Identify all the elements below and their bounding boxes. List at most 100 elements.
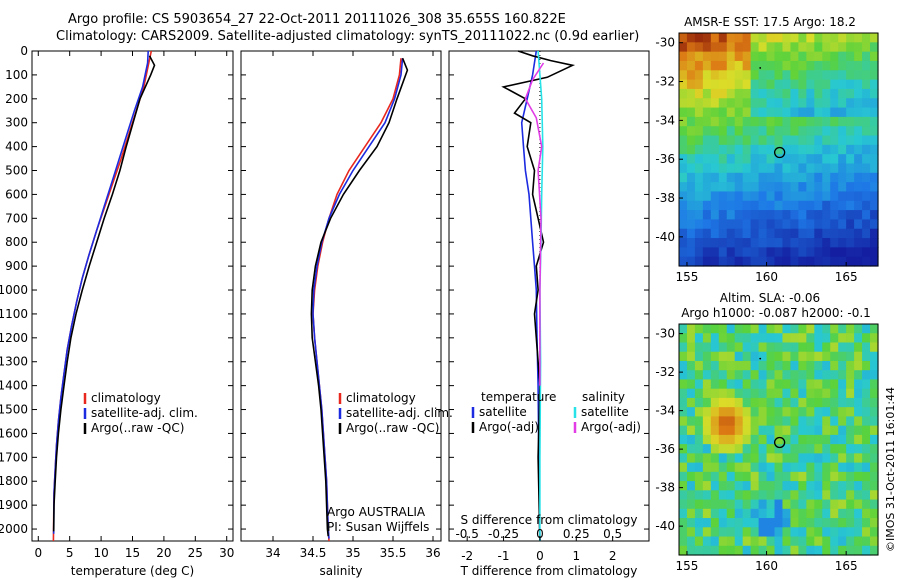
sla_map-cell xyxy=(774,462,784,473)
sst_map-cell xyxy=(822,200,831,211)
sla_map-cell xyxy=(686,342,696,353)
sst_map-cell xyxy=(854,163,863,174)
sla_map-cell xyxy=(790,536,799,547)
sla_map-cell xyxy=(814,453,823,464)
sla_map-cell xyxy=(862,360,871,371)
sla_map-cell xyxy=(774,471,784,482)
sla_map-cell xyxy=(718,508,728,519)
sst_map-cell xyxy=(679,191,688,202)
sla_map-cell xyxy=(702,360,712,371)
sst_map-cell xyxy=(782,191,792,202)
sst_map-cell xyxy=(742,191,752,202)
sst_map-cell xyxy=(686,163,696,174)
sla_map-cell xyxy=(694,481,704,491)
depth-tick-label: 1700 xyxy=(0,450,28,464)
sst_map-cell xyxy=(679,79,688,90)
sla_map-cell xyxy=(790,508,799,519)
sla_map-cell xyxy=(838,527,847,538)
sst_map-cell xyxy=(830,70,839,81)
sst_map-cell xyxy=(710,191,720,202)
sla_map-cell xyxy=(679,444,688,454)
sst_map-cell xyxy=(702,79,712,90)
sst_map-cell xyxy=(758,154,768,165)
sst_map-cell xyxy=(726,200,736,211)
sst_map-cell xyxy=(734,88,744,99)
sst_map-cell xyxy=(830,33,839,43)
sla_map-cell xyxy=(806,481,815,491)
sla_map-cell xyxy=(718,444,728,454)
sla_map-cell xyxy=(718,370,728,381)
sla_map-cell xyxy=(710,416,720,427)
sst_map-cell xyxy=(870,191,879,202)
sst_map-cell xyxy=(830,154,839,165)
sst_map-cell xyxy=(870,116,879,127)
sla_map-cell xyxy=(870,379,879,390)
sla_map-ytick-label: -30 xyxy=(655,327,675,341)
sst_map-cell xyxy=(838,79,847,90)
sst_map-cell xyxy=(814,191,823,202)
sla_map-cell xyxy=(758,324,768,334)
sst_map-cell xyxy=(742,51,752,62)
sla_map-cell xyxy=(814,379,823,390)
sla_map-cell xyxy=(726,481,736,491)
sst_map-cell xyxy=(862,144,871,155)
sla_map-cell xyxy=(679,416,688,427)
sst_map-cell xyxy=(742,33,752,43)
sst_map-cell xyxy=(774,163,784,174)
difference-legend-group-temperature: temperature xyxy=(481,390,556,404)
sla_map-cell xyxy=(679,462,688,473)
sst_map-cell xyxy=(718,228,728,239)
sst_map-cell xyxy=(702,172,712,183)
sla_map-cell xyxy=(854,360,863,371)
sla_map-cell xyxy=(710,444,720,454)
sst_map-cell xyxy=(854,79,863,90)
sst_map-cell xyxy=(854,88,863,99)
sst_map-cell xyxy=(686,238,696,248)
sst_map-cell xyxy=(790,126,799,137)
sst_map-cell xyxy=(742,88,752,99)
sst_map-cell xyxy=(758,70,768,81)
sla_map-cell xyxy=(702,333,712,344)
sla_map-cell xyxy=(846,324,855,334)
sla_map-cell xyxy=(806,545,815,556)
sst_map-cell xyxy=(734,135,744,146)
sst_map-xtick-label: 160 xyxy=(755,270,778,284)
salinity-xtick-label: 35 xyxy=(345,546,360,560)
sst_map-cell xyxy=(718,126,728,137)
sst_map-cell xyxy=(734,126,744,137)
sla_map-cell xyxy=(854,471,863,482)
sla_map-cell xyxy=(758,508,768,519)
sla_map-island-dot xyxy=(759,357,762,360)
sla_map-cell xyxy=(686,407,696,417)
sla_map-cell xyxy=(854,333,863,344)
sst_map-cell xyxy=(830,107,839,118)
sla_map-cell xyxy=(766,481,776,491)
sst_map-cell xyxy=(870,144,879,155)
sst_map-cell xyxy=(774,144,784,155)
sla_map-cell xyxy=(822,370,831,381)
sla_map-cell xyxy=(734,416,744,427)
sst_map-cell xyxy=(750,256,760,267)
sst_map-cell xyxy=(846,256,855,267)
sst_map-cell xyxy=(854,144,863,155)
sst_map-cell xyxy=(822,88,831,99)
sla_map-cell xyxy=(862,388,871,399)
sla_map-cell xyxy=(798,471,807,482)
sst_map-cell xyxy=(862,116,871,127)
sla_map-cell xyxy=(702,416,712,427)
sla_map-cell xyxy=(798,342,807,353)
sla_map-cell xyxy=(774,536,784,547)
sst_map-cell xyxy=(710,182,720,193)
difference-panel-frame xyxy=(448,50,650,542)
sst_map-cell xyxy=(679,88,688,99)
sla_map-cell xyxy=(726,444,736,454)
sst_map-cell xyxy=(774,107,784,118)
sla_map-cell xyxy=(854,462,863,473)
sst_map-cell xyxy=(750,98,760,109)
sst_map-cell xyxy=(766,191,776,202)
sst_map-cell xyxy=(854,256,863,267)
sla_map-cell xyxy=(798,370,807,381)
sla_map-cell xyxy=(726,545,736,556)
sla_map-cell xyxy=(822,407,831,417)
sst_map-cell xyxy=(679,144,688,155)
